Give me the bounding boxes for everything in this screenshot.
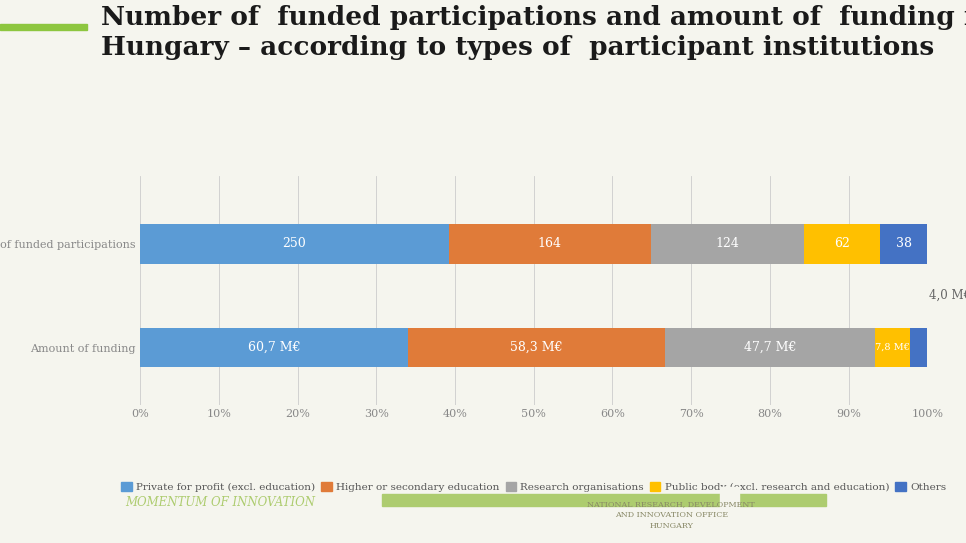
- Text: 62: 62: [835, 237, 850, 250]
- Bar: [910, 328, 927, 367]
- Text: 60,7 M€: 60,7 M€: [247, 341, 300, 354]
- Bar: [408, 328, 665, 367]
- Text: 38: 38: [895, 237, 912, 250]
- Bar: [875, 328, 910, 367]
- Text: Number of  funded participations and amount of  funding in
Hungary – according t: Number of funded participations and amou…: [101, 4, 966, 60]
- FancyArrow shape: [0, 24, 87, 30]
- Bar: [665, 328, 875, 367]
- Text: MOMENTUM OF INNOVATION: MOMENTUM OF INNOVATION: [126, 496, 316, 509]
- Text: 124: 124: [716, 237, 739, 250]
- Bar: [448, 224, 651, 263]
- Text: NATIONAL RESEARCH, DEVELOPMENT
AND INNOVATION OFFICE
HUNGARY: NATIONAL RESEARCH, DEVELOPMENT AND INNOV…: [587, 500, 755, 531]
- Text: 7,8 M€: 7,8 M€: [875, 343, 910, 352]
- Bar: [720, 487, 739, 512]
- Bar: [651, 224, 804, 263]
- Bar: [382, 494, 826, 506]
- Bar: [140, 328, 408, 367]
- Bar: [880, 224, 927, 263]
- Text: 250: 250: [282, 237, 306, 250]
- Legend: Private for profit (excl. education), Higher or secondary education, Research or: Private for profit (excl. education), Hi…: [117, 478, 951, 496]
- Text: 164: 164: [538, 237, 562, 250]
- Bar: [140, 224, 448, 263]
- Text: 58,3 M€: 58,3 M€: [510, 341, 562, 354]
- Text: 47,7 M€: 47,7 M€: [744, 341, 796, 354]
- Bar: [804, 224, 880, 263]
- Text: 4,0 M€: 4,0 M€: [929, 289, 966, 302]
